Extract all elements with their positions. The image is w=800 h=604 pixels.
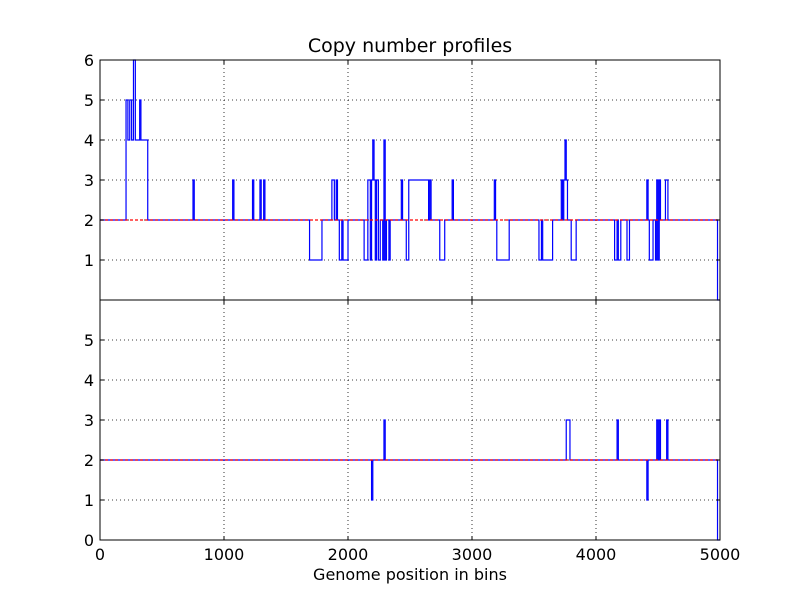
plot-layer: 1 2 3 4 5 6 0 1 2 3 4 5 0 1000 2000 3000 4000 5000 — [84, 51, 741, 564]
x-tick-label: 4000 — [576, 545, 617, 564]
y-tick-label: 6 — [84, 51, 94, 70]
y-tick-label: 0 — [84, 531, 94, 550]
y-tick-label: 3 — [84, 171, 94, 190]
y-tick-label: 4 — [84, 371, 94, 390]
y-tick-label: 1 — [84, 491, 94, 510]
profile-line-subplot-2 — [100, 419, 720, 541]
x-axis-label: Genome position in bins — [313, 565, 507, 584]
y-tick-label: 1 — [84, 251, 94, 270]
y-tick-label: 2 — [84, 211, 94, 230]
x-tick-label: 5000 — [700, 545, 741, 564]
chart-title: Copy number profiles — [308, 35, 512, 57]
x-tick-label: 2000 — [328, 545, 369, 564]
x-tick-label: 3000 — [452, 545, 493, 564]
x-tick-label: 1000 — [204, 545, 245, 564]
y-tick-label: 5 — [84, 91, 94, 110]
x-tick-label: 0 — [95, 545, 105, 564]
y-tick-label: 3 — [84, 411, 94, 430]
subplot-2: 0 1 2 3 4 5 — [84, 299, 721, 550]
y-tick-label: 4 — [84, 131, 94, 150]
subplot-1: 1 2 3 4 5 6 — [84, 51, 721, 301]
y-tick-label: 2 — [84, 451, 94, 470]
y-tick-label: 5 — [84, 331, 94, 350]
